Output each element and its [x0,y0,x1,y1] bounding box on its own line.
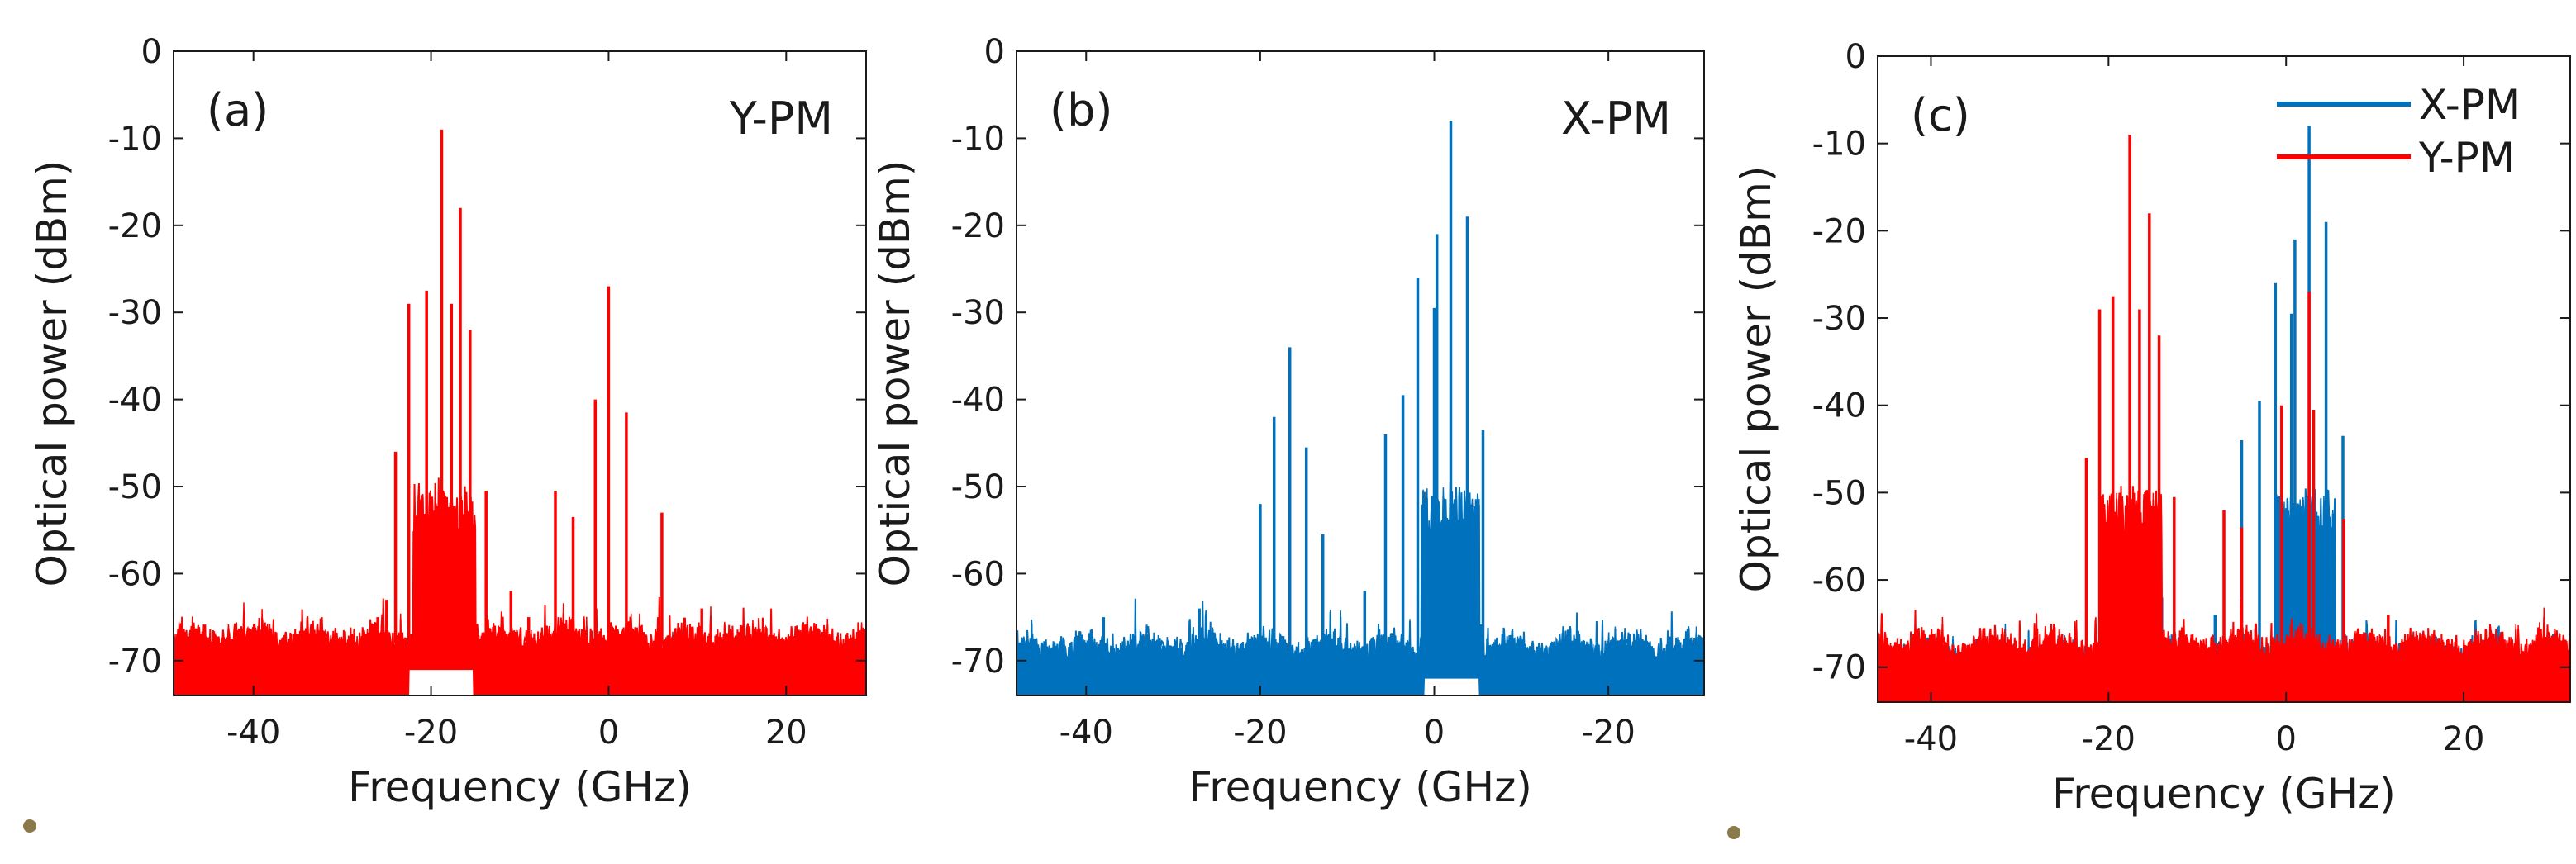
y-tick-label: -10 [951,120,1005,158]
panel-b-x-axis-label: Frequency (GHz) [1188,763,1532,811]
panel-a-frame [173,50,867,696]
y-tick-label: -70 [108,643,162,681]
panel-b: 0 -10 -20 -30 -40 -50 -60 -70 -40 -20 0 … [871,33,1705,811]
y-tick-label: -30 [951,294,1005,332]
y-tick-label: -50 [951,468,1005,506]
panel-c-series [1878,126,2570,702]
panel-c-y-axis-label: Optical power (dBm) [1732,166,1780,593]
x-tick-label: -20 [1581,714,1635,752]
panel-b-label: (b) [1050,84,1112,136]
y-tick-label: -30 [108,294,162,332]
y-tick-label: -60 [1812,562,1866,600]
panel-c-x-tick-labels: -40 -20 0 20 [1904,720,2485,758]
panel-a: 0 -10 -20 -30 -40 -50 -60 -70 -40 -20 0 … [28,33,867,811]
panel-c: 0 -10 -20 -30 -40 -50 -60 -70 -40 -20 0 … [1732,38,2571,818]
x-tick-label: -40 [1904,720,1958,758]
y-tick-label: -50 [1812,474,1866,512]
y-tick-label: -60 [108,555,162,593]
y-tick-label: 0 [141,33,162,71]
panel-a-y-tick-labels: 0 -10 -20 -30 -40 -50 -60 -70 [108,33,162,681]
panel-a-x-axis-label: Frequency (GHz) [348,763,692,811]
x-tick-label: -40 [1059,714,1113,752]
panel-b-y-tick-labels: 0 -10 -20 -30 -40 -50 -60 -70 [951,33,1005,681]
x-tick-label: 0 [598,714,619,752]
y-tick-label: -70 [1812,649,1866,687]
panel-b-series [1017,121,1704,695]
x-tick-label: 20 [765,714,807,752]
panel-a-x-tick-labels: -40 -20 0 20 [226,714,807,752]
x-tick-label: 0 [2275,720,2296,758]
x-tick-label: -40 [226,714,280,752]
legend-label-x-pm: X-PM [2419,81,2521,129]
panel-b-title: X-PM [1561,93,1671,145]
y-tick-label: -30 [1812,300,1866,338]
panel-a-label: (a) [207,84,269,136]
y-tick-label: -70 [951,643,1005,681]
series-y-pm-trace [174,487,866,695]
panel-a-series [174,129,866,695]
x-tick-label: -20 [404,714,458,752]
panel-a-title: Y-PM [729,93,833,145]
series-y-pm-contour [174,477,866,667]
panel-c-y-tick-labels: 0 -10 -20 -30 -40 -50 -60 -70 [1812,38,1866,687]
y-tick-label: 0 [1845,38,1866,76]
y-tick-label: -40 [951,382,1005,420]
y-tick-label: -20 [108,207,162,245]
panel-a-tick-marks [174,50,866,695]
panel-c-label: (c) [1911,89,1970,141]
y-tick-label: -40 [108,382,162,420]
panel-b-frame [1016,50,1705,696]
x-tick-label: 20 [2443,720,2485,758]
corner-dot [23,819,36,833]
panel-c-tick-marks [1878,55,2570,702]
y-tick-label: -10 [1812,126,1866,164]
x-tick-label: -20 [1233,714,1287,752]
panel-c-x-axis-label: Frequency (GHz) [2052,770,2396,818]
x-tick-label: 0 [1424,714,1445,752]
x-tick-label: -20 [2082,720,2136,758]
panel-b-y-axis-label: Optical power (dBm) [871,160,919,587]
corner-dot [1727,826,1740,839]
panel-b-tick-marks [1017,50,1704,695]
panel-a-y-axis-label: Optical power (dBm) [28,160,76,587]
y-tick-label: -60 [951,555,1005,593]
y-tick-label: 0 [984,33,1005,71]
panel-c-legend: X-PM Y-PM [2277,81,2521,182]
legend-label-y-pm: Y-PM [2418,134,2515,182]
y-tick-label: -20 [951,207,1005,245]
y-tick-label: -20 [1812,212,1866,250]
y-tick-label: -40 [1812,387,1866,425]
y-tick-label: -50 [108,468,162,506]
panel-c-frame [1877,55,2571,703]
panel-b-x-tick-labels: -40 -20 0 -20 [1059,714,1636,752]
y-tick-label: -10 [108,120,162,158]
series-x-pm-contour [1017,482,1704,676]
